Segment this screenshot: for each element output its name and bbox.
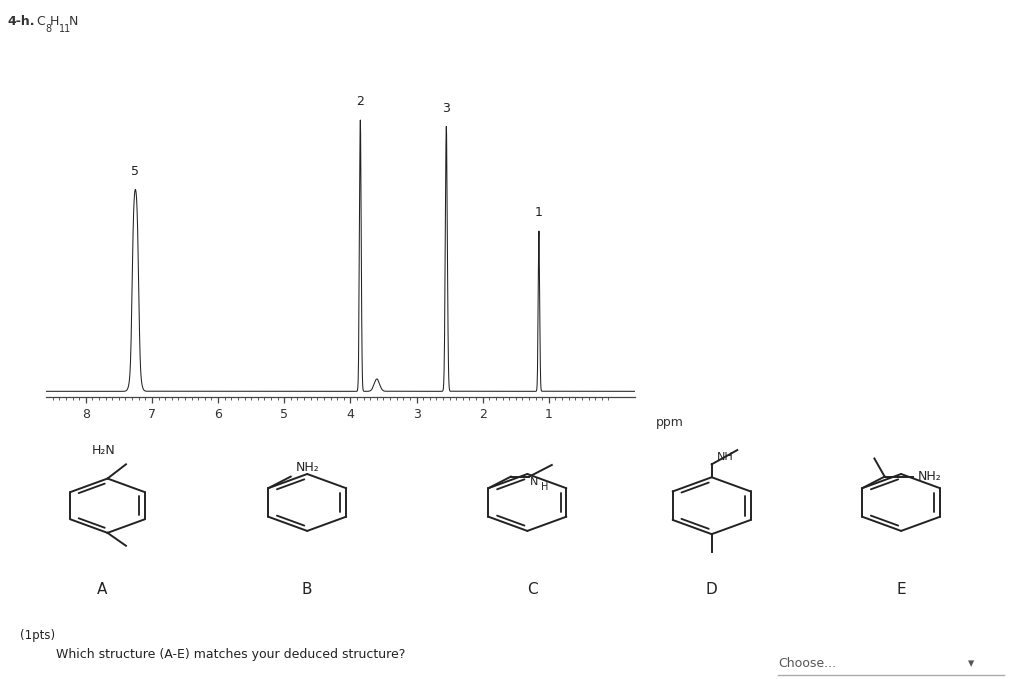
Text: C: C [527,583,538,598]
Text: NH₂: NH₂ [296,461,319,474]
Text: 4-h.: 4-h. [8,15,35,28]
Text: H: H [541,482,548,492]
Text: ppm: ppm [655,416,683,428]
Text: 5: 5 [131,165,139,178]
Text: Choose...: Choose... [778,657,837,670]
Text: D: D [706,583,718,598]
Text: Which structure (A-E) matches your deduced structure?: Which structure (A-E) matches your deduc… [56,648,406,661]
Text: N: N [69,15,78,28]
Text: E: E [896,583,906,598]
Text: 3: 3 [442,102,451,115]
Text: NH₂: NH₂ [918,470,941,483]
Text: A: A [97,583,108,598]
Text: 8: 8 [45,24,51,35]
Text: 11: 11 [59,24,72,35]
Text: ▾: ▾ [968,657,974,670]
Text: NH: NH [717,452,733,462]
Text: 1: 1 [535,206,543,219]
Text: 2: 2 [356,95,365,108]
Text: C: C [36,15,45,28]
Text: H₂N: H₂N [92,443,116,456]
Text: (1pts): (1pts) [20,629,55,642]
Text: B: B [302,583,312,598]
Text: N: N [530,477,539,488]
Text: H: H [50,15,59,28]
